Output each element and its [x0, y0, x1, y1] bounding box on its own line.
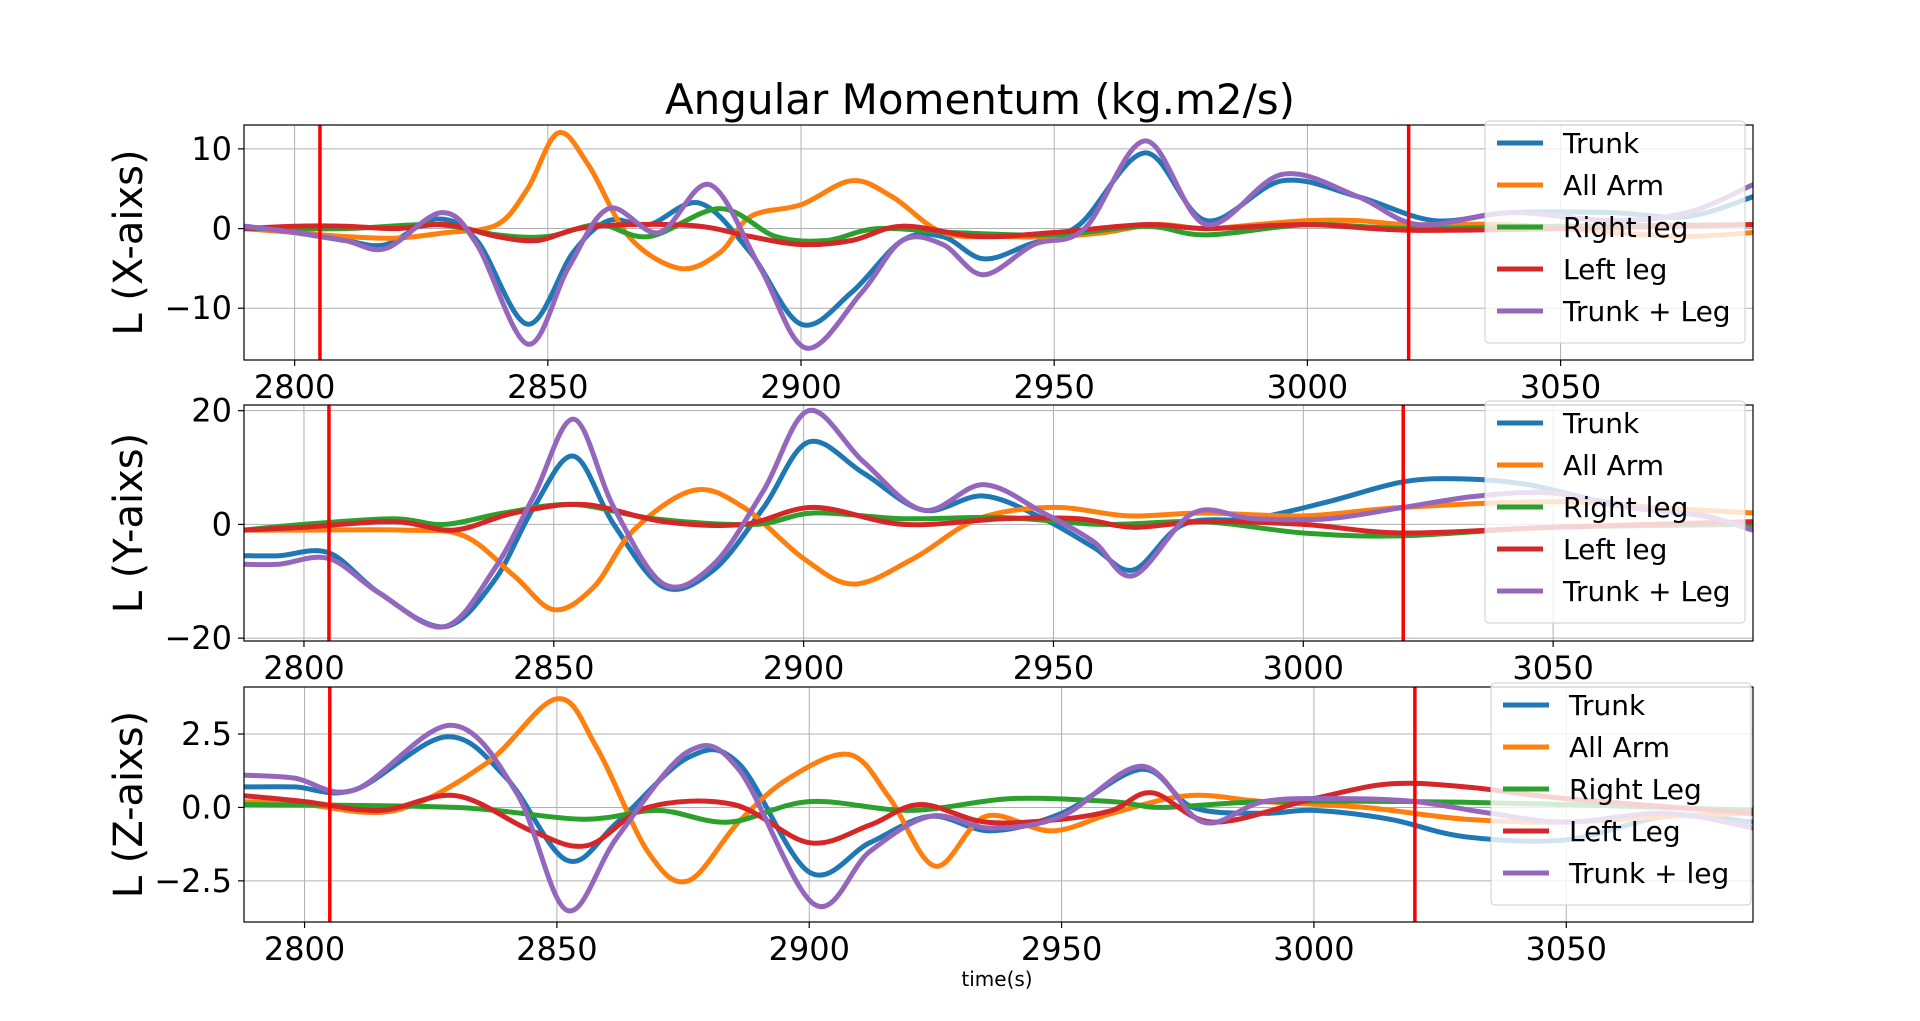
legend-label: Trunk + Leg — [1562, 295, 1731, 328]
legend-label: Trunk + Leg — [1562, 575, 1731, 608]
y-tick-label: −10 — [164, 289, 232, 327]
legend-box — [1484, 120, 1746, 344]
chart-panels: 2800 2850 2900 2950 3000 3050 10 0 −10 L (X-aixs)… — [106, 120, 1754, 968]
legend-box — [1484, 400, 1746, 624]
y-tick-label: 20 — [191, 392, 232, 430]
legend-label: All Arm — [1563, 449, 1664, 482]
x-tick-label: 2800 — [264, 930, 345, 968]
series-lines — [244, 130, 1753, 351]
x-tick-label: 2900 — [760, 368, 841, 406]
y-tick-label: −2.5 — [154, 862, 232, 900]
series-line-trunk-leg — [244, 722, 1753, 914]
legend-label: All Arm — [1563, 169, 1664, 202]
y-axis-label: L (X-aixs) — [106, 149, 152, 335]
axes-frame — [243, 124, 1754, 361]
x-tick-label: 3050 — [1512, 649, 1593, 687]
legend-label: Trunk — [1568, 689, 1646, 722]
legend-label: Right leg — [1563, 211, 1688, 244]
chart-title: Angular Momentum (kg.m2/s) — [665, 75, 1295, 124]
series-line-left-leg — [244, 780, 1753, 849]
legend: Trunk All Arm Right leg Left leg Trunk + Leg — [1484, 400, 1746, 624]
series-line-trunk — [244, 438, 1753, 630]
legend-label: Trunk — [1562, 407, 1640, 440]
legend-label: Left leg — [1563, 533, 1667, 566]
legend-box — [1490, 682, 1752, 906]
x-tick-label: 2950 — [1013, 368, 1094, 406]
panel-3: 2800 2850 2900 2950 3000 3050 2.5 0.0 −2.5L (Z-a… — [106, 682, 1754, 968]
legend-label: Left Leg — [1569, 815, 1681, 848]
x-tick-label: 3000 — [1267, 368, 1348, 406]
panel-2: 2800 2850 2900 2950 3000 3050 20 0 −20 L (Y-aixs)… — [106, 392, 1754, 687]
x-tick-label: 2800 — [263, 649, 344, 687]
y-tick-label: 0.0 — [181, 788, 232, 826]
series-lines — [244, 696, 1753, 914]
series-line-trunk-leg — [244, 408, 1753, 630]
y-tick-label: 2.5 — [181, 715, 232, 753]
y-tick-label: 0 — [212, 505, 232, 543]
x-tick-label: 2850 — [516, 930, 597, 968]
x-tick-label: 2850 — [513, 649, 594, 687]
legend-label: Trunk — [1562, 127, 1640, 160]
y-tick-label: 10 — [191, 130, 232, 168]
axes-frame — [243, 404, 1754, 642]
legend-label: All Arm — [1569, 731, 1670, 764]
x-axis-label: time(s) — [961, 967, 1032, 991]
series-line-trunk-leg — [244, 138, 1753, 351]
series-line-left-leg — [244, 221, 1753, 248]
x-tick-label: 2850 — [507, 368, 588, 406]
series-line-all-arm — [244, 130, 1753, 272]
y-axis-label: L (Y-aixs) — [106, 433, 152, 613]
legend-label: Right leg — [1563, 491, 1688, 524]
y-tick-label: 0 — [212, 210, 232, 248]
legend-label: Trunk + leg — [1568, 857, 1729, 890]
y-tick-label: −20 — [164, 619, 232, 657]
x-tick-label: 2900 — [769, 930, 850, 968]
series-lines — [244, 408, 1753, 630]
x-tick-label: 2950 — [1013, 649, 1094, 687]
legend: Trunk All Arm Right Leg Left Leg Trunk + leg — [1490, 682, 1752, 906]
x-tick-label: 2950 — [1021, 930, 1102, 968]
legend-label: Left leg — [1563, 253, 1667, 286]
x-tick-label: 2800 — [254, 368, 335, 406]
panel-1: 2800 2850 2900 2950 3000 3050 10 0 −10 L (X-aixs)… — [106, 120, 1754, 406]
x-tick-label: 3000 — [1273, 930, 1354, 968]
x-tick-label: 3050 — [1526, 930, 1607, 968]
x-tick-label: 3000 — [1263, 649, 1344, 687]
series-line-left-leg — [244, 501, 1753, 536]
y-axis-label: L (Z-aixs) — [106, 711, 152, 898]
x-tick-label: 3050 — [1520, 368, 1601, 406]
legend: Trunk All Arm Right leg Left leg Trunk + Leg — [1484, 120, 1746, 344]
axes-frame — [243, 686, 1754, 923]
x-tick-label: 2900 — [763, 649, 844, 687]
legend-label: Right Leg — [1569, 773, 1702, 806]
